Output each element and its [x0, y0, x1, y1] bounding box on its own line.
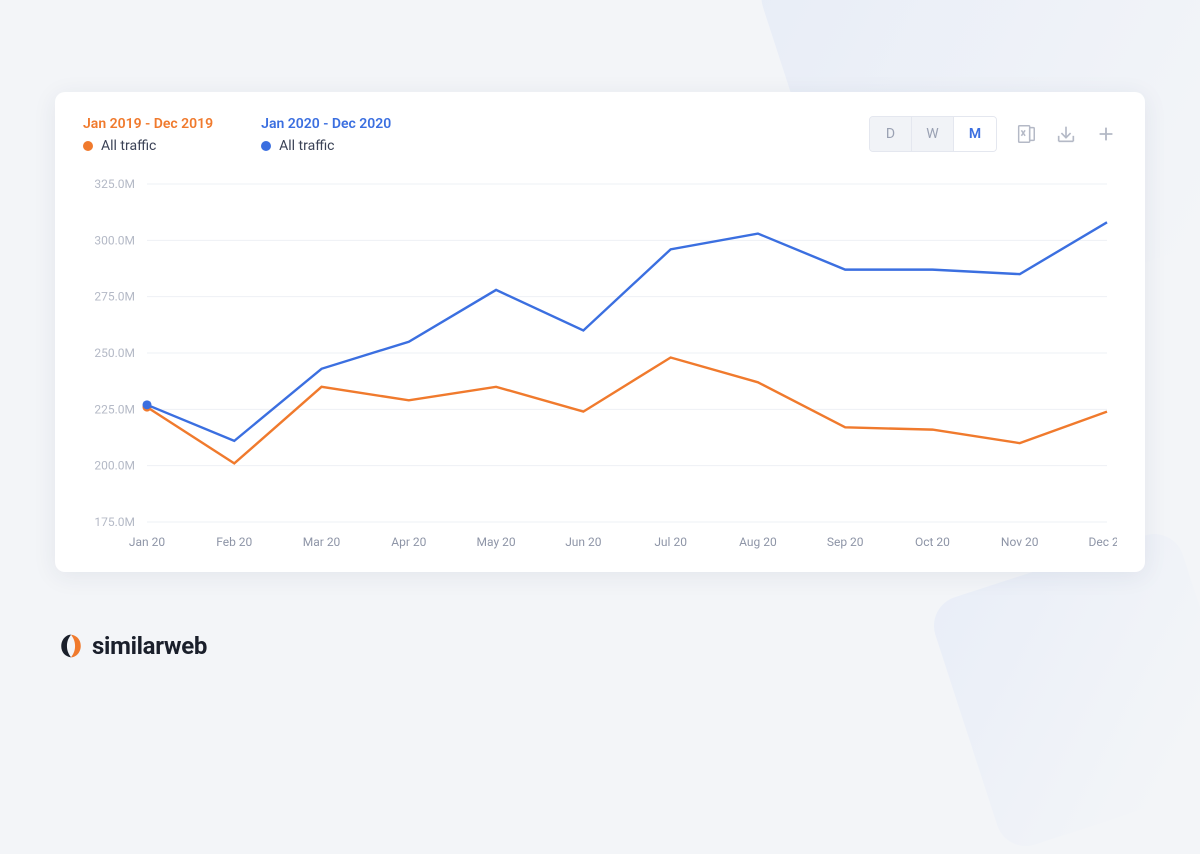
svg-text:Feb 20: Feb 20	[216, 535, 252, 549]
svg-text:May 20: May 20	[477, 535, 516, 549]
plus-icon[interactable]	[1095, 123, 1117, 145]
chart-toolbar: DWM	[869, 116, 1117, 152]
svg-text:Dec 20: Dec 20	[1089, 535, 1117, 549]
download-icon[interactable]	[1055, 123, 1077, 145]
legend-sub: All traffic	[83, 138, 213, 154]
svg-text:Oct 20: Oct 20	[915, 535, 950, 549]
legend-dot-icon	[83, 141, 93, 151]
svg-text:200.0M: 200.0M	[94, 459, 135, 473]
svg-text:175.0M: 175.0M	[94, 515, 135, 529]
granularity-w-button[interactable]: W	[912, 117, 954, 151]
svg-text:Jan 20: Jan 20	[129, 535, 165, 549]
legend-series-1: Jan 2020 - Dec 2020 All traffic	[261, 116, 391, 154]
granularity-toggle: DWM	[869, 116, 997, 152]
granularity-d-button[interactable]: D	[870, 117, 912, 151]
legend-sub-label: All traffic	[101, 138, 156, 154]
svg-text:Aug 20: Aug 20	[739, 535, 777, 549]
svg-text:325.0M: 325.0M	[94, 177, 135, 191]
card-header: Jan 2019 - Dec 2019All trafficJan 2020 -…	[83, 116, 1117, 154]
background-accent-bottom	[926, 526, 1200, 854]
legend-group: Jan 2019 - Dec 2019All trafficJan 2020 -…	[83, 116, 391, 154]
svg-text:Apr 20: Apr 20	[391, 535, 426, 549]
legend-dot-icon	[261, 141, 271, 151]
svg-text:Nov 20: Nov 20	[1001, 535, 1039, 549]
traffic-chart-card: Jan 2019 - Dec 2019All trafficJan 2020 -…	[55, 92, 1145, 572]
excel-icon[interactable]	[1015, 123, 1037, 145]
legend-title: Jan 2019 - Dec 2019	[83, 116, 213, 132]
svg-text:275.0M: 275.0M	[94, 290, 135, 304]
legend-title: Jan 2020 - Dec 2020	[261, 116, 391, 132]
brand-logo: similarweb	[58, 632, 207, 660]
svg-text:Mar 20: Mar 20	[303, 535, 341, 549]
granularity-m-button[interactable]: M	[954, 117, 996, 151]
svg-text:Sep 20: Sep 20	[827, 535, 864, 549]
legend-sub: All traffic	[261, 138, 391, 154]
legend-series-0: Jan 2019 - Dec 2019 All traffic	[83, 116, 213, 154]
svg-text:Jun 20: Jun 20	[565, 535, 602, 549]
svg-text:Jul 20: Jul 20	[654, 535, 687, 549]
chart-svg: 175.0M 200.0M 225.0M 250.0M 275.0M 300.0M 325.…	[83, 166, 1117, 556]
svg-text:300.0M: 300.0M	[94, 233, 135, 247]
svg-text:225.0M: 225.0M	[94, 402, 135, 416]
brand-name: similarweb	[92, 632, 207, 660]
svg-text:250.0M: 250.0M	[94, 346, 135, 360]
similarweb-logo-icon	[58, 633, 84, 659]
traffic-line-chart: 175.0M 200.0M 225.0M 250.0M 275.0M 300.0M 325.…	[83, 166, 1117, 556]
legend-sub-label: All traffic	[279, 138, 334, 154]
